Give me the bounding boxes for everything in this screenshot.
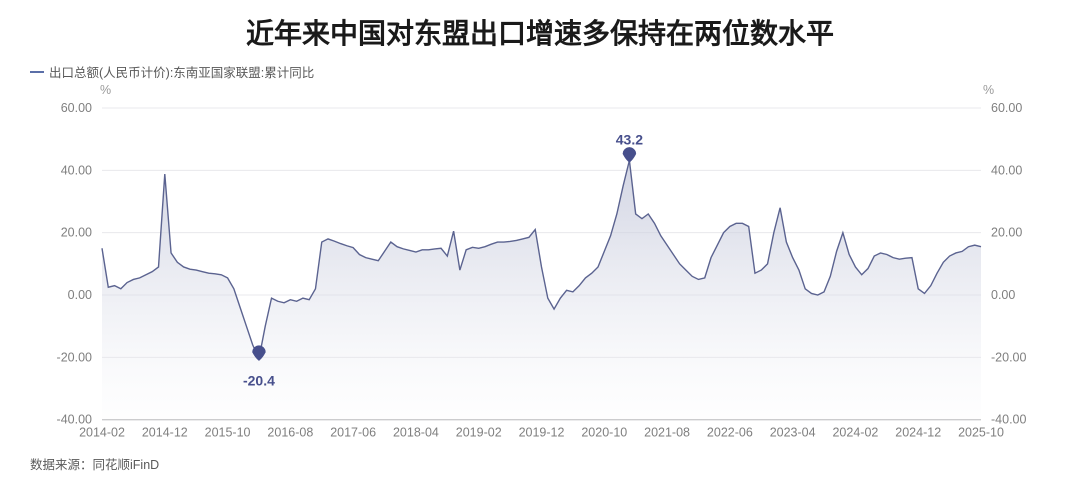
svg-text:2023-04: 2023-04	[770, 426, 816, 440]
svg-text:2017-06: 2017-06	[330, 426, 376, 440]
svg-text:-40.00: -40.00	[991, 413, 1026, 427]
svg-text:2019-02: 2019-02	[456, 426, 502, 440]
svg-text:0.00: 0.00	[991, 288, 1015, 302]
svg-text:0.00: 0.00	[68, 288, 92, 302]
svg-text:43.2: 43.2	[616, 131, 643, 147]
svg-text:2024-12: 2024-12	[895, 426, 941, 440]
svg-text:2016-08: 2016-08	[267, 426, 313, 440]
svg-text:20.00: 20.00	[61, 226, 92, 240]
svg-text:2019-12: 2019-12	[519, 426, 565, 440]
svg-text:2022-06: 2022-06	[707, 426, 753, 440]
svg-text:%: %	[100, 83, 111, 97]
svg-text:40.00: 40.00	[61, 163, 92, 177]
svg-text:2025-10: 2025-10	[958, 426, 1004, 440]
svg-text:-20.00: -20.00	[57, 350, 92, 364]
svg-text:2014-02: 2014-02	[79, 426, 125, 440]
svg-text:20.00: 20.00	[991, 226, 1022, 240]
svg-text:%: %	[983, 83, 994, 97]
svg-text:-20.00: -20.00	[991, 350, 1026, 364]
svg-text:2024-02: 2024-02	[832, 426, 878, 440]
svg-text:2020-10: 2020-10	[581, 426, 627, 440]
svg-text:2018-04: 2018-04	[393, 426, 439, 440]
svg-text:2015-10: 2015-10	[205, 426, 251, 440]
svg-text:-20.4: -20.4	[243, 373, 275, 389]
svg-text:60.00: 60.00	[991, 101, 1022, 115]
svg-text:2021-08: 2021-08	[644, 426, 690, 440]
svg-text:60.00: 60.00	[61, 101, 92, 115]
svg-text:-40.00: -40.00	[57, 413, 92, 427]
svg-text:40.00: 40.00	[991, 163, 1022, 177]
svg-text:2014-12: 2014-12	[142, 426, 188, 440]
